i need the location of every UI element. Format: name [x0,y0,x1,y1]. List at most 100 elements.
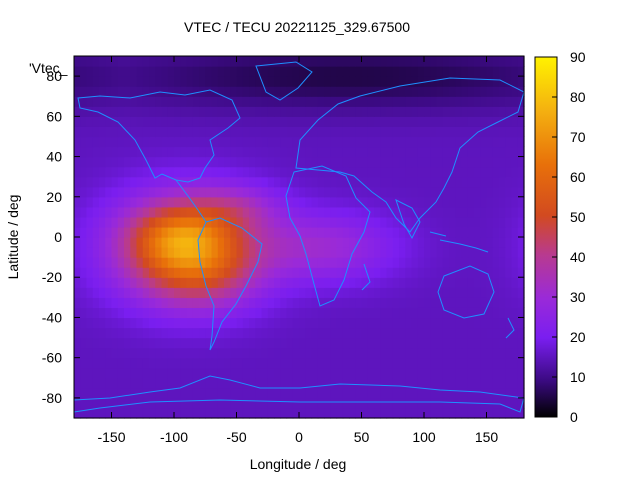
heatmap-cell [380,166,388,178]
heatmap-cell [130,56,138,67]
heatmap-cell [361,317,369,329]
heatmap-cell [492,317,500,329]
heatmap-cell [517,206,525,218]
heatmap-cell [367,216,375,228]
heatmap-cell [405,176,413,188]
heatmap-cell [167,116,175,127]
heatmap-cell [317,257,325,268]
heatmap-cell [249,146,256,158]
heatmap-cell [192,226,200,238]
heatmap-cell [249,76,256,87]
coastline-greenland [255,61,313,101]
heatmap-cell [311,76,319,87]
heatmap-cell [474,86,481,97]
heatmap-cell [255,247,263,258]
heatmap-cell [211,56,219,67]
heatmap-cell [305,327,313,339]
heatmap-cell [117,387,125,399]
heatmap-cell [217,136,225,148]
heatmap-cell [499,156,506,168]
heatmap-cell [467,337,475,349]
heatmap-cell [361,407,369,419]
heatmap-cell [405,277,413,288]
heatmap-cell [111,56,119,67]
heatmap-cell [367,317,375,329]
heatmap-cell [367,327,375,339]
colorbar-tick-label: 60 [570,169,586,185]
heatmap-cell [336,337,344,349]
heatmap-cell [280,327,288,339]
heatmap-cell [149,247,156,258]
heatmap-cell [124,287,131,298]
heatmap-cell [292,407,300,419]
heatmap-cell [449,247,456,258]
heatmap-cell [311,257,319,268]
heatmap-cell [374,186,381,198]
heatmap-cell [374,377,381,389]
heatmap-cell [355,216,363,228]
heatmap-cell [236,146,244,158]
heatmap-cell [155,126,163,138]
heatmap-cell [155,367,163,379]
heatmap-cell [155,136,163,148]
heatmap-cell [124,96,131,107]
heatmap-cell [167,166,175,178]
heatmap-cell [199,136,206,148]
heatmap-cell [361,357,369,369]
heatmap-cell [167,317,175,329]
heatmap-cell [111,66,119,77]
heatmap-cell [367,106,375,117]
heatmap-cell [455,387,463,399]
heatmap-cell [267,116,275,127]
heatmap-cell [117,317,125,329]
heatmap-cell [299,347,306,359]
heatmap-cell [236,397,244,409]
heatmap-cell [261,357,269,369]
heatmap-cell [417,267,425,278]
heatmap-cell [180,237,188,248]
heatmap-cell [467,126,475,138]
heatmap-cell [149,267,156,278]
heatmap-cell [311,226,319,238]
heatmap-cell [336,297,344,308]
heatmap-cell [155,96,163,107]
heatmap-cell [99,176,106,188]
heatmap-cell [449,216,456,228]
heatmap-cell [255,307,263,319]
heatmap-cell [286,307,294,319]
heatmap-cell [324,277,331,288]
heatmap-cell [499,247,506,258]
heatmap-cell [142,96,150,107]
heatmap-cell [505,56,513,67]
heatmap-cell [224,106,231,117]
heatmap-cell [442,106,450,117]
heatmap-cell [442,287,450,298]
heatmap-cell [299,166,306,178]
heatmap-cell [280,347,288,359]
heatmap-cell [199,76,206,87]
heatmap-cell [261,66,269,77]
heatmap-cell [249,357,256,369]
heatmap-cell [436,297,444,308]
heatmap-cell [474,196,481,208]
heatmap-cell [299,106,306,117]
heatmap-cell [349,337,356,349]
heatmap-cell [236,206,244,218]
heatmap-cell [136,206,144,218]
heatmap-cell [217,56,225,67]
heatmap-cell [336,407,344,419]
heatmap-cell [517,237,525,248]
heatmap-cell [380,206,388,218]
heatmap-cell [236,76,244,87]
heatmap-cell [386,377,394,389]
heatmap-cell [411,327,419,339]
heatmap-cell [324,397,331,409]
heatmap-cell [511,397,519,409]
heatmap-cell [161,257,169,268]
heatmap-cell [499,267,506,278]
heatmap-cell [380,86,388,97]
heatmap-cell [474,347,481,359]
heatmap-cell [161,327,169,339]
heatmap-cell [474,166,481,178]
heatmap-cell [317,287,325,298]
